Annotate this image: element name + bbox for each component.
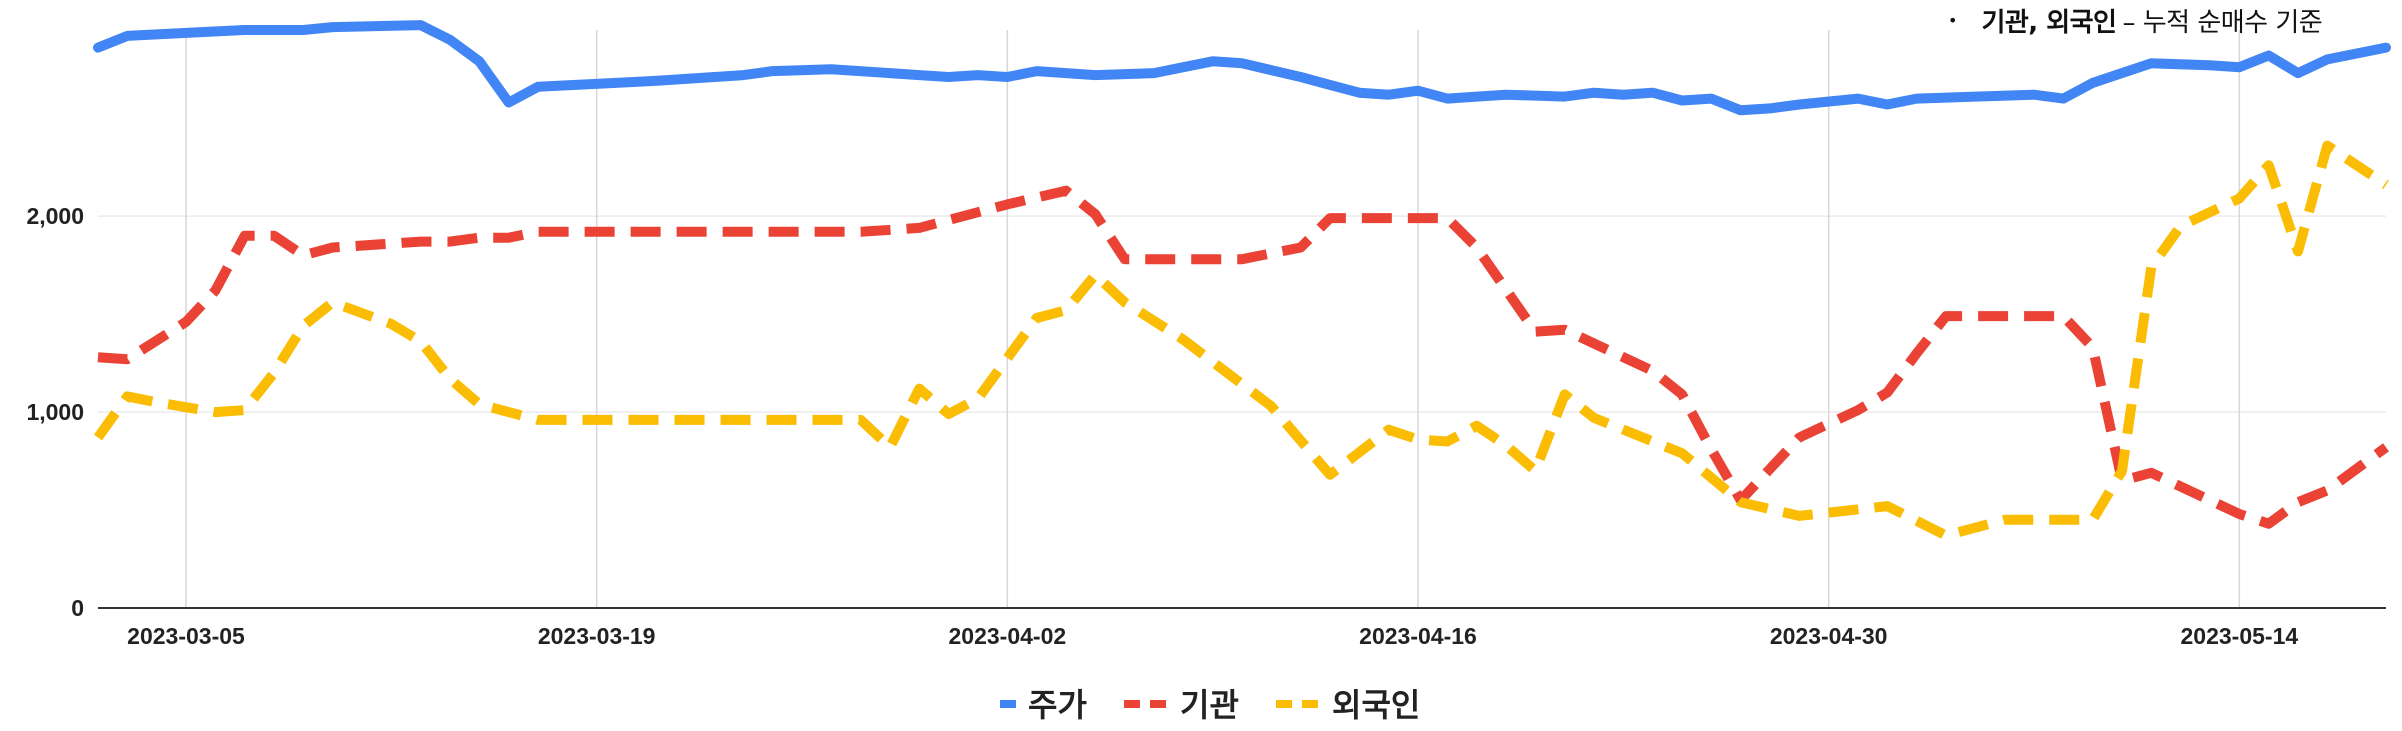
- series-line-foreigner: [93, 140, 2389, 541]
- x-tick-label: 2023-05-14: [2181, 623, 2299, 649]
- series-lines: [93, 20, 2391, 541]
- x-tick-label: 2023-04-02: [949, 623, 1067, 649]
- x-tick-label: 2023-03-19: [538, 623, 656, 649]
- footnote-subject: 기관, 외국인: [1981, 7, 2117, 38]
- y-axis-ticks: 0 1,000 2,000: [26, 203, 84, 621]
- y-tick-label: 0: [71, 595, 84, 621]
- legend-label-institution: 기관: [1180, 686, 1239, 724]
- legend: 주가 기관 외국인: [1000, 686, 1420, 724]
- series-line-institution: [97, 185, 2389, 529]
- legend-label-price: 주가: [1028, 686, 1087, 724]
- footnote: • 기관, 외국인 – 누적 순매수 기준: [1948, 0, 2400, 40]
- y-tick-label: 2,000: [26, 203, 84, 229]
- x-tick-label: 2023-04-30: [1770, 623, 1888, 649]
- x-tick-label: 2023-04-16: [1359, 623, 1477, 649]
- series-line-price: [93, 20, 2391, 116]
- y-tick-label: 1,000: [26, 399, 84, 425]
- x-tick-label: 2023-03-05: [127, 623, 245, 649]
- legend-label-foreigner: 외국인: [1332, 686, 1420, 724]
- grid: [98, 30, 2386, 608]
- x-axis-ticks: 2023-03-05 2023-03-19 2023-04-02 2023-04-16…: [127, 623, 2298, 649]
- footnote-detail: – 누적 순매수 기준: [2122, 7, 2323, 38]
- bullet-icon: •: [1948, 10, 1958, 30]
